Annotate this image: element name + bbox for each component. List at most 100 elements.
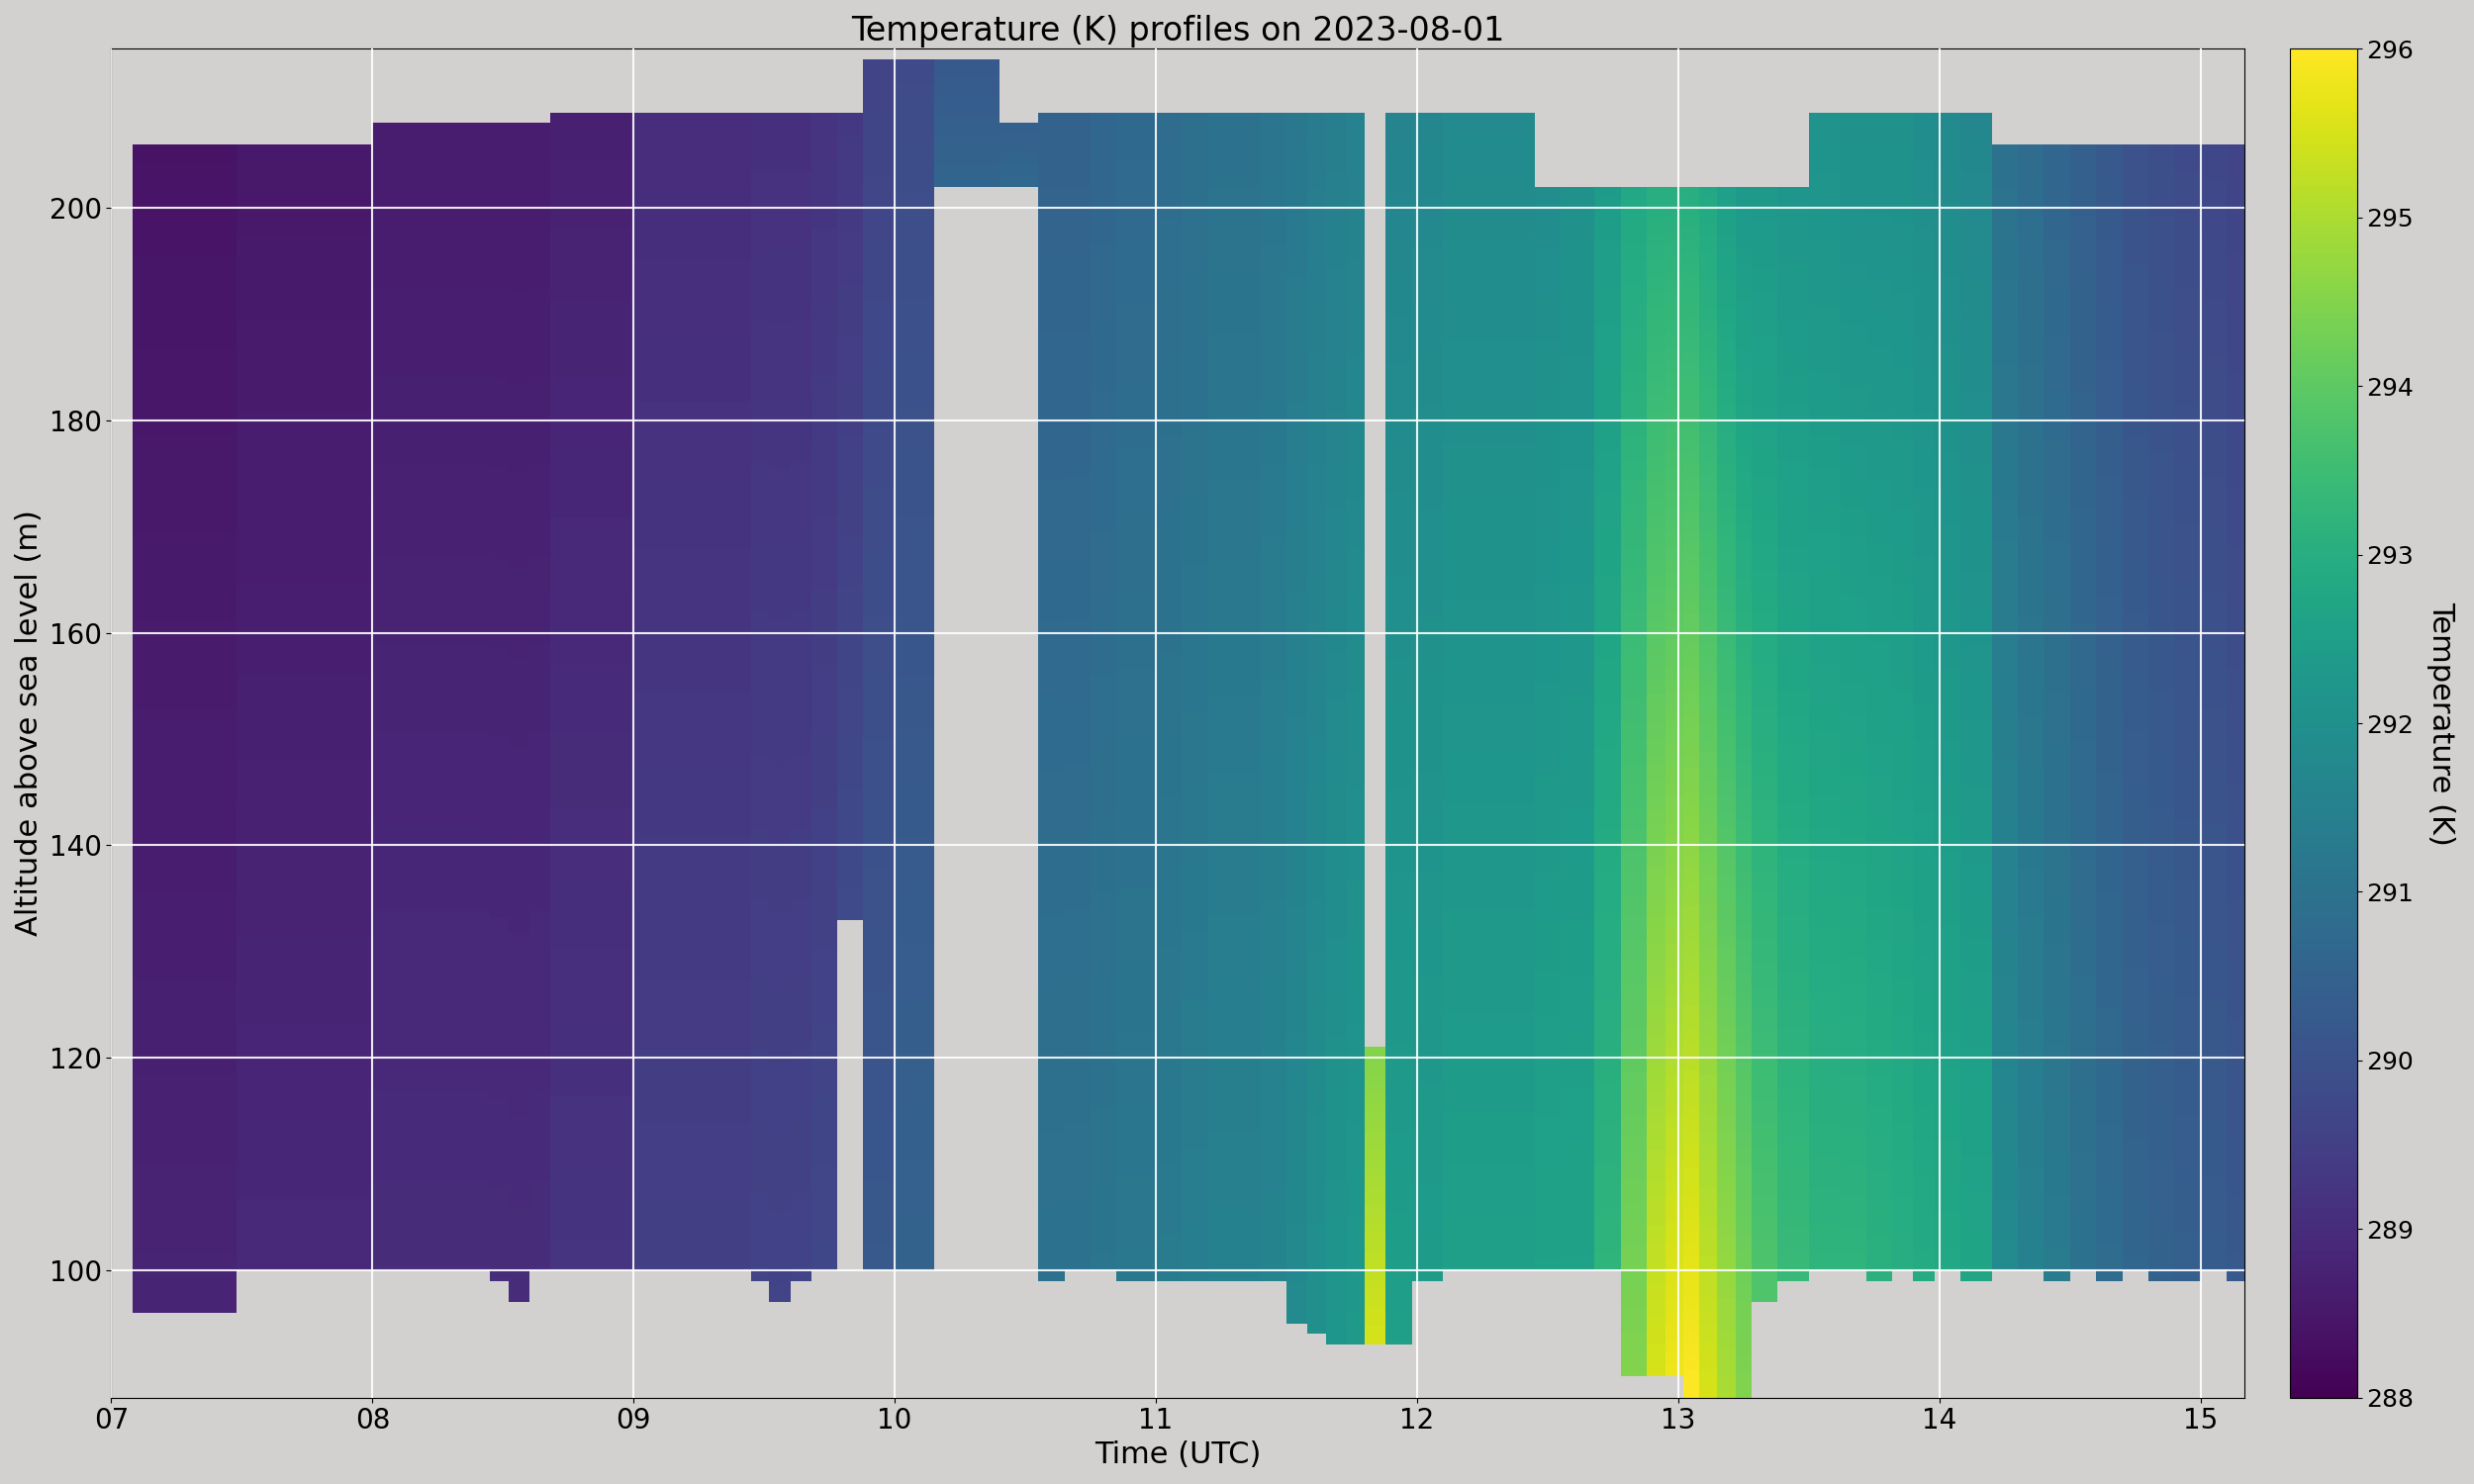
- Bar: [1959, 1175, 1992, 1180]
- Bar: [1413, 292, 1442, 295]
- Bar: [1841, 588, 1865, 591]
- Bar: [769, 144, 789, 148]
- Bar: [1648, 588, 1665, 591]
- Bar: [1700, 1128, 1717, 1131]
- Bar: [789, 899, 811, 904]
- Bar: [1413, 798, 1442, 801]
- Bar: [1841, 849, 1865, 853]
- Bar: [811, 405, 836, 410]
- Bar: [1326, 1049, 1346, 1054]
- Bar: [2227, 936, 2244, 939]
- Bar: [1482, 653, 1534, 656]
- Bar: [1912, 767, 1935, 770]
- Bar: [2227, 212, 2244, 217]
- Bar: [1235, 374, 1259, 377]
- Bar: [1346, 675, 1366, 680]
- Bar: [1648, 1012, 1665, 1015]
- Bar: [374, 1258, 490, 1263]
- Bar: [1064, 1077, 1091, 1082]
- Bar: [2199, 294, 2227, 298]
- Bar: [1648, 853, 1665, 856]
- Bar: [1482, 942, 1534, 947]
- Bar: [836, 344, 863, 347]
- Bar: [1665, 603, 1682, 607]
- Bar: [1286, 1028, 1306, 1033]
- Bar: [131, 1196, 238, 1199]
- Bar: [1534, 1089, 1561, 1094]
- Bar: [1808, 800, 1841, 803]
- Bar: [1776, 730, 1808, 735]
- Bar: [1326, 930, 1346, 933]
- Bar: [2175, 622, 2199, 625]
- Bar: [1841, 1232, 1865, 1236]
- Bar: [1620, 528, 1648, 531]
- Bar: [1596, 1180, 1620, 1184]
- Bar: [1682, 720, 1700, 724]
- Bar: [1737, 752, 1752, 757]
- Bar: [1620, 913, 1648, 917]
- Bar: [752, 1005, 769, 1008]
- Bar: [1385, 577, 1413, 580]
- Bar: [2147, 951, 2175, 956]
- Bar: [2044, 539, 2071, 542]
- Bar: [1776, 653, 1808, 657]
- Bar: [1561, 732, 1596, 736]
- Bar: [1737, 1294, 1752, 1298]
- Bar: [2175, 432, 2199, 436]
- Bar: [507, 171, 529, 174]
- Bar: [1865, 249, 1893, 252]
- Bar: [863, 398, 896, 402]
- Bar: [490, 926, 507, 929]
- Bar: [1183, 346, 1207, 350]
- Bar: [769, 319, 789, 322]
- Bar: [752, 674, 769, 677]
- Bar: [1091, 221, 1116, 224]
- Bar: [2071, 985, 2095, 988]
- Bar: [1700, 1382, 1717, 1386]
- Bar: [1482, 1070, 1534, 1073]
- Bar: [1482, 356, 1534, 359]
- Bar: [1935, 769, 1959, 772]
- Bar: [1648, 516, 1665, 519]
- Bar: [633, 248, 752, 251]
- Bar: [1808, 1258, 1841, 1263]
- Bar: [1534, 1140, 1561, 1144]
- Bar: [238, 215, 374, 220]
- Bar: [863, 988, 896, 991]
- Bar: [1039, 580, 1064, 583]
- Bar: [896, 177, 933, 181]
- Bar: [863, 205, 896, 209]
- Bar: [1235, 873, 1259, 876]
- Bar: [789, 295, 811, 300]
- Bar: [1306, 1245, 1326, 1248]
- Bar: [1155, 1129, 1183, 1132]
- Bar: [1959, 669, 1992, 674]
- Bar: [1935, 530, 1959, 533]
- Bar: [1648, 1325, 1665, 1328]
- Bar: [896, 341, 933, 346]
- Bar: [1865, 681, 1893, 686]
- Bar: [1413, 264, 1442, 269]
- Bar: [752, 427, 769, 432]
- Bar: [1482, 1008, 1534, 1012]
- Bar: [1808, 472, 1841, 475]
- Bar: [1808, 270, 1841, 275]
- Bar: [1482, 178, 1534, 183]
- Bar: [131, 880, 238, 884]
- Bar: [1259, 930, 1286, 935]
- Bar: [789, 374, 811, 377]
- Bar: [863, 1120, 896, 1125]
- Bar: [490, 150, 507, 154]
- Bar: [1935, 171, 1959, 174]
- Bar: [752, 113, 769, 116]
- Bar: [1259, 214, 1286, 218]
- Bar: [1385, 1328, 1413, 1333]
- Bar: [1306, 1264, 1326, 1269]
- Bar: [1776, 1080, 1808, 1083]
- Bar: [1700, 1220, 1717, 1224]
- Bar: [1752, 488, 1776, 491]
- Bar: [238, 335, 374, 340]
- Bar: [1385, 429, 1413, 433]
- Bar: [1385, 877, 1413, 880]
- Bar: [1700, 410, 1717, 413]
